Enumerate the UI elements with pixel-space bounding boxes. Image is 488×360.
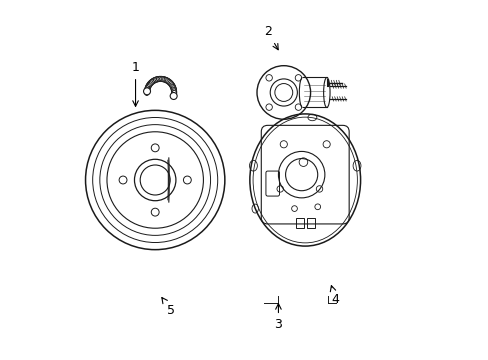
Ellipse shape xyxy=(170,83,176,91)
Ellipse shape xyxy=(169,82,175,89)
Ellipse shape xyxy=(147,80,154,86)
Ellipse shape xyxy=(171,86,176,94)
Ellipse shape xyxy=(150,77,158,83)
Text: 5: 5 xyxy=(162,298,175,317)
Ellipse shape xyxy=(145,83,151,91)
Ellipse shape xyxy=(143,88,150,95)
Ellipse shape xyxy=(156,76,164,81)
Ellipse shape xyxy=(171,90,176,99)
Ellipse shape xyxy=(155,76,163,82)
Ellipse shape xyxy=(161,77,169,82)
Ellipse shape xyxy=(152,77,160,82)
Ellipse shape xyxy=(171,89,176,97)
Ellipse shape xyxy=(153,77,162,82)
Bar xyxy=(296,218,304,228)
Ellipse shape xyxy=(165,79,172,85)
Ellipse shape xyxy=(171,87,176,95)
Ellipse shape xyxy=(144,86,150,94)
Ellipse shape xyxy=(166,80,173,86)
Ellipse shape xyxy=(144,87,149,95)
Ellipse shape xyxy=(170,84,176,93)
Text: 3: 3 xyxy=(274,304,282,331)
Ellipse shape xyxy=(144,84,150,92)
Text: 1: 1 xyxy=(131,61,139,106)
Text: 4: 4 xyxy=(330,285,339,306)
Ellipse shape xyxy=(164,78,171,84)
Ellipse shape xyxy=(159,77,167,82)
Ellipse shape xyxy=(158,76,166,82)
Ellipse shape xyxy=(163,77,170,83)
Ellipse shape xyxy=(168,81,174,88)
Ellipse shape xyxy=(148,78,155,85)
Ellipse shape xyxy=(146,81,153,88)
Ellipse shape xyxy=(149,78,157,84)
Ellipse shape xyxy=(145,82,152,89)
Ellipse shape xyxy=(170,93,177,99)
Text: 2: 2 xyxy=(263,25,278,50)
Bar xyxy=(306,218,314,228)
